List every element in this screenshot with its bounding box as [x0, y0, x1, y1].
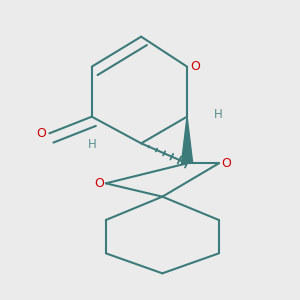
- Text: H: H: [88, 139, 97, 152]
- Polygon shape: [182, 117, 193, 163]
- Text: H: H: [214, 109, 222, 122]
- Text: O: O: [190, 60, 200, 73]
- Text: O: O: [94, 177, 104, 190]
- Text: O: O: [222, 157, 232, 170]
- Text: O: O: [37, 127, 46, 140]
